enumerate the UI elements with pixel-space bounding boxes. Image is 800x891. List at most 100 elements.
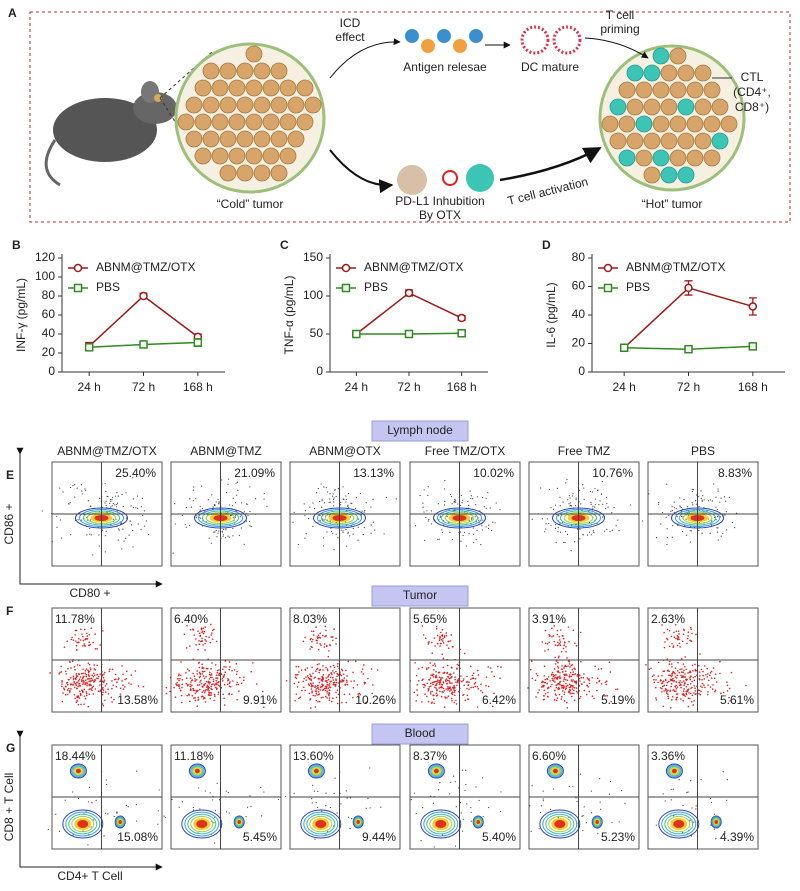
event — [63, 687, 65, 689]
event — [687, 791, 689, 793]
event — [666, 483, 668, 485]
event — [427, 494, 429, 496]
y-tick-label: 40 — [572, 307, 586, 321]
event — [566, 701, 568, 704]
panel-letter: F — [6, 604, 13, 618]
event — [189, 677, 192, 680]
event — [700, 490, 702, 492]
section-label: Lymph node — [387, 423, 453, 437]
event — [92, 675, 95, 678]
event — [659, 687, 662, 689]
event — [333, 666, 336, 669]
event — [336, 812, 338, 814]
event — [330, 530, 333, 533]
event — [59, 519, 62, 521]
event — [76, 687, 78, 690]
event — [487, 666, 490, 668]
event — [91, 674, 93, 677]
event — [441, 653, 444, 656]
event — [698, 678, 701, 681]
event — [675, 630, 678, 632]
event — [542, 681, 544, 683]
event — [689, 697, 691, 700]
event — [562, 680, 565, 682]
event — [605, 496, 608, 499]
event — [172, 552, 174, 554]
contour — [420, 809, 462, 839]
event — [448, 640, 450, 642]
event — [462, 679, 465, 682]
event — [323, 643, 326, 645]
event — [551, 627, 553, 630]
event — [198, 643, 201, 645]
event — [124, 537, 126, 539]
event — [462, 694, 464, 697]
event — [321, 518, 324, 520]
event — [691, 490, 694, 493]
percentage: 6.42% — [482, 693, 516, 707]
event — [297, 543, 299, 546]
event — [569, 671, 572, 674]
event — [198, 676, 201, 679]
tumor-cell — [626, 132, 644, 150]
event — [468, 533, 470, 535]
event — [701, 500, 703, 502]
event — [437, 503, 439, 505]
event — [316, 667, 319, 670]
contour — [192, 766, 203, 776]
event — [370, 532, 372, 534]
event — [555, 699, 558, 702]
event — [328, 694, 330, 697]
event — [321, 498, 323, 500]
event — [214, 809, 217, 812]
event — [571, 680, 573, 683]
event — [671, 699, 673, 701]
event — [103, 673, 105, 675]
event — [199, 681, 201, 683]
event — [328, 501, 330, 504]
event — [725, 500, 727, 502]
event — [423, 511, 425, 513]
event — [477, 688, 480, 690]
event — [687, 635, 689, 637]
event — [563, 673, 565, 676]
event — [236, 681, 239, 684]
event — [93, 819, 95, 821]
event — [415, 674, 418, 677]
t-cell — [677, 98, 695, 116]
event — [110, 498, 112, 501]
event — [113, 678, 116, 681]
event — [471, 677, 474, 680]
event — [449, 793, 451, 795]
event — [188, 694, 190, 696]
event — [475, 786, 477, 788]
event — [691, 694, 694, 697]
event — [199, 505, 201, 508]
event — [75, 684, 78, 687]
event — [114, 495, 116, 497]
event — [192, 489, 194, 491]
event — [90, 505, 92, 507]
event — [665, 679, 667, 682]
event — [553, 699, 556, 701]
event — [726, 779, 728, 781]
tumor-cell — [694, 64, 712, 82]
event — [331, 495, 334, 497]
event — [692, 704, 695, 706]
event — [348, 535, 351, 537]
icd: effect — [335, 30, 365, 44]
event — [441, 635, 444, 637]
contour — [592, 816, 602, 828]
event — [91, 802, 93, 804]
event — [304, 514, 306, 517]
event — [181, 683, 184, 686]
event — [548, 522, 550, 524]
contour — [313, 768, 319, 774]
event — [357, 693, 359, 695]
event — [321, 680, 324, 683]
event — [454, 678, 456, 681]
event — [196, 705, 199, 707]
event — [439, 637, 441, 640]
event — [673, 680, 675, 683]
event — [326, 681, 329, 684]
